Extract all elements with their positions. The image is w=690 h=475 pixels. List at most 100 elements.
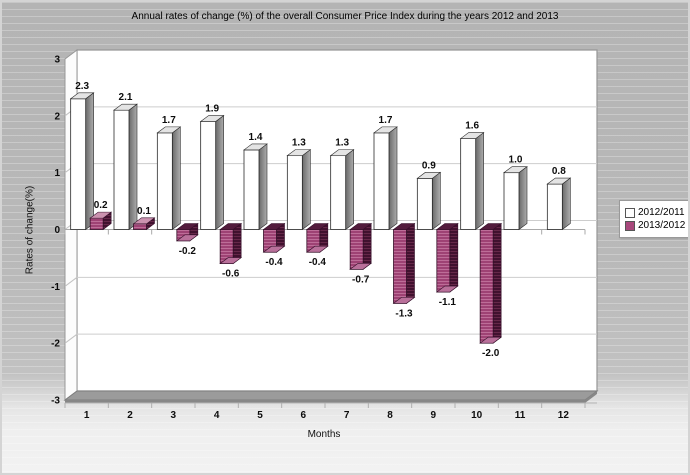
value-label: 1.7 [379, 115, 393, 126]
bar-2012-2011-month-6: 1.3 [286, 138, 312, 231]
bar-2012-2011-month-2: 2.1 [113, 92, 138, 231]
bar-front [330, 155, 347, 230]
legend-swatch-2013-2012 [625, 220, 635, 231]
floor [63, 390, 599, 401]
value-label: 1.9 [205, 104, 219, 115]
bar-2013-2012-month-9: -1.1 [435, 222, 459, 308]
bar-top [459, 132, 485, 139]
x-tick-label: 7 [344, 410, 350, 421]
y-axis-title: Rates of change(%) [24, 185, 36, 275]
month-6-group: 1.3 -0.4 [286, 138, 329, 268]
bar-side [432, 171, 441, 231]
bar-2012-2011-month-7: 1.3 [329, 138, 355, 231]
value-label: 0.8 [552, 166, 566, 177]
bar-front [436, 229, 451, 293]
value-label: -0.4 [265, 257, 283, 268]
x-tick-label: 11 [515, 410, 526, 421]
bar-2012-2011-month-11: 1.0 [503, 155, 528, 231]
month-3-group: 1.7 -0.2 [156, 115, 199, 257]
y-tick-label: 1 [54, 168, 60, 179]
bar-2012-2011-month-9: 0.9 [416, 160, 442, 231]
bar-top [329, 149, 355, 156]
bar-front [503, 172, 520, 230]
bar-bottom [435, 285, 459, 293]
bar-front [70, 98, 87, 230]
bar-side [362, 222, 372, 270]
bar-bottom [219, 257, 243, 264]
legend-item-2012-2011: 2012/2011 [625, 207, 685, 218]
value-label: 1.6 [465, 121, 479, 132]
bar-side [475, 131, 484, 231]
value-label: 1.7 [162, 115, 176, 126]
value-label: 1.4 [249, 132, 263, 143]
bar-cap [262, 223, 286, 230]
bar-2013-2012-month-1: 0.2 [89, 200, 113, 231]
bar-top [503, 166, 528, 173]
x-tick-label: 6 [301, 410, 307, 421]
bar-top [286, 149, 312, 156]
y-tick-label: -3 [51, 396, 60, 407]
x-tick-label: 3 [171, 410, 177, 421]
x-axis-title: Months [307, 429, 341, 440]
bar-front [243, 149, 260, 230]
value-label: 1.3 [292, 138, 306, 149]
bar-2012-2011-month-1: 2.3 [69, 81, 95, 231]
bar-cap [305, 223, 329, 230]
bar-top [156, 126, 182, 134]
bar-front [460, 138, 477, 230]
bar-2012-2011-month-8: 1.7 [373, 115, 398, 231]
value-label: 1.3 [335, 138, 349, 149]
bar-front [546, 183, 563, 230]
value-label: 2.1 [119, 92, 133, 103]
value-label: -1.3 [395, 308, 413, 319]
month-5-group: 1.4 -0.4 [243, 132, 286, 268]
value-label: -0.4 [309, 257, 327, 268]
value-label: 2.3 [75, 81, 89, 92]
bar-front [156, 132, 173, 230]
y-tick-label: -1 [51, 282, 60, 293]
value-label: -0.2 [179, 246, 197, 257]
bar-front [113, 109, 130, 230]
bar-cap [392, 223, 416, 230]
bar-side [345, 149, 354, 231]
bar-front [200, 121, 217, 230]
bar-2012-2011-month-4: 1.9 [199, 104, 225, 231]
x-tick-label: 10 [471, 410, 483, 421]
bar-side [302, 149, 311, 231]
bar-front [373, 132, 390, 230]
bar-cap [219, 223, 243, 230]
bar-cap [435, 223, 459, 230]
bar-front [133, 223, 147, 230]
y-tick-label: -2 [51, 339, 60, 350]
bar-front [286, 155, 303, 230]
y-tick-label: 0 [54, 225, 60, 236]
bar-cap [175, 223, 199, 230]
bar-front [479, 229, 494, 344]
bar-top [69, 92, 95, 100]
bar-2012-2011-month-5: 1.4 [243, 132, 268, 231]
bar-2013-2012-month-2: 0.1 [132, 206, 156, 231]
month-4-group: 1.9 -0.6 [199, 104, 243, 280]
bar-front [416, 177, 433, 230]
bar-bottom [392, 297, 416, 304]
month-8-group: 1.7 -1.3 [373, 115, 416, 319]
x-tick-label: 5 [257, 410, 263, 421]
month-11-group: 1.0 [503, 155, 528, 231]
bar-bottom [305, 245, 329, 253]
bar-side [85, 92, 94, 231]
bar-cap [349, 223, 373, 230]
bar-top [132, 217, 156, 225]
bar-top [199, 115, 225, 122]
month-7-group: 1.3 -0.7 [329, 138, 373, 285]
bar-top [113, 103, 138, 111]
x-tick-label: 4 [214, 410, 220, 421]
chart-title: Annual rates of change (%) of the overal… [131, 11, 559, 22]
bar-bottom [479, 336, 503, 344]
bar-2012-2011-month-3: 1.7 [156, 115, 182, 231]
bar-top [416, 172, 442, 179]
bar-top [89, 211, 113, 219]
floor-front-edge [65, 391, 597, 403]
month-1-group: 2.3 0.2 [69, 81, 113, 231]
bar-side [258, 143, 268, 231]
